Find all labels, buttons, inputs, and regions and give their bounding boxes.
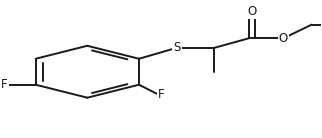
Text: F: F xyxy=(1,78,7,91)
Text: F: F xyxy=(158,88,165,101)
Text: O: O xyxy=(279,32,288,45)
Text: O: O xyxy=(247,5,257,18)
Text: S: S xyxy=(173,41,180,54)
